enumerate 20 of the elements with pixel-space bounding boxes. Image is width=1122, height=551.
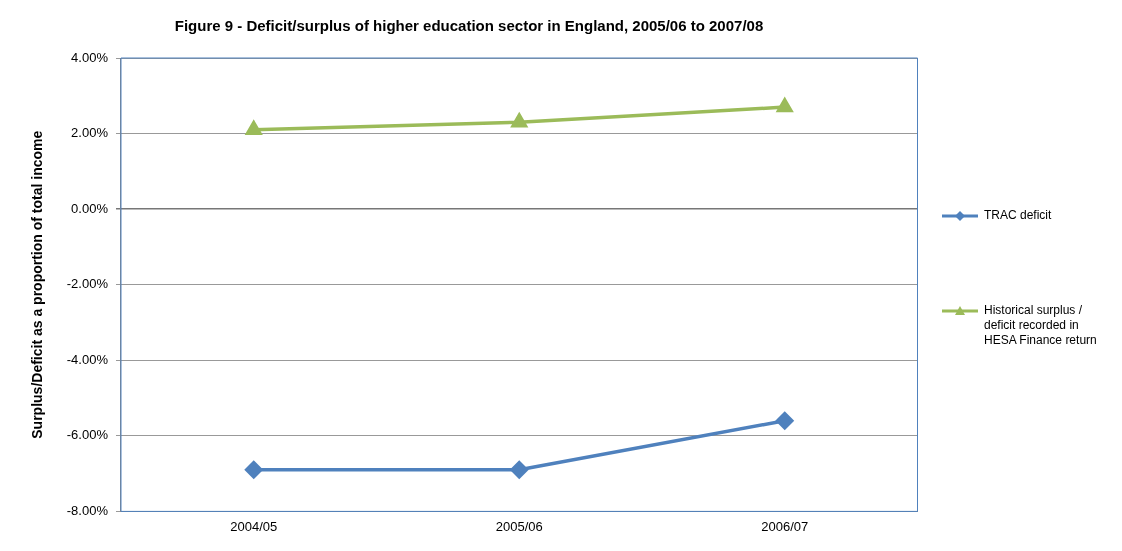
y-axis-title: Surplus/Deficit as a proportion of total income (29, 130, 46, 439)
y-tick-label: -6.00% (66, 427, 109, 443)
point (244, 461, 263, 479)
y-tick-label: -2.00% (66, 276, 109, 292)
y-tick-label: 2.00% (71, 125, 109, 141)
point (511, 113, 528, 128)
y-tick-label: -4.00% (66, 351, 109, 367)
point (776, 98, 793, 113)
point (776, 411, 794, 430)
x-tick-label: 2004/05 (230, 518, 278, 534)
y-tick-label: -8.00% (66, 502, 109, 518)
legend-label: Historical surplus / deficit recorded in HESA Finance return (984, 303, 1098, 348)
x-tick-label: 2005/06 (495, 518, 543, 534)
x-tick-label: 2006/07 (761, 518, 809, 534)
chart-title: Figure 9 - Deficit/surplus of higher education sector in England, 2005/06 to 2007/08 (174, 17, 764, 35)
legend-label: TRAC deficit (984, 208, 1052, 223)
y-tick-label: 4.00% (71, 49, 109, 65)
point (510, 461, 528, 479)
y-tick-label: 0.00% (71, 200, 109, 216)
point (245, 121, 262, 136)
